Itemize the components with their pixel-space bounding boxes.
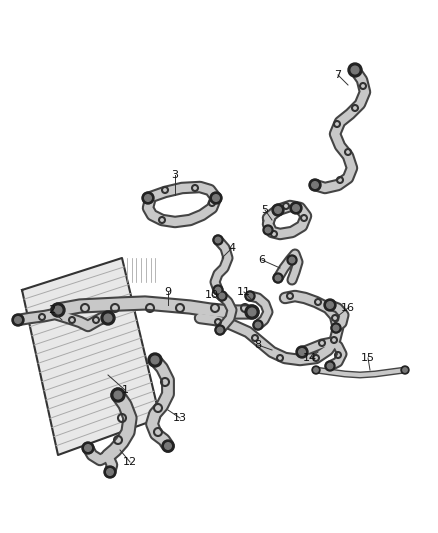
Circle shape xyxy=(104,466,116,478)
Circle shape xyxy=(314,368,318,372)
Circle shape xyxy=(331,323,341,333)
Circle shape xyxy=(299,349,305,356)
Text: 11: 11 xyxy=(237,287,251,297)
Circle shape xyxy=(101,311,115,325)
Circle shape xyxy=(293,205,299,211)
Circle shape xyxy=(275,207,281,213)
Text: 15: 15 xyxy=(361,353,375,363)
Circle shape xyxy=(162,440,174,452)
Circle shape xyxy=(327,302,333,308)
Circle shape xyxy=(148,353,162,367)
Text: 12: 12 xyxy=(123,457,137,467)
Circle shape xyxy=(107,469,113,475)
Circle shape xyxy=(312,182,318,188)
Circle shape xyxy=(265,227,271,233)
Text: 8: 8 xyxy=(254,340,261,350)
Circle shape xyxy=(351,66,359,74)
Circle shape xyxy=(275,275,281,281)
Polygon shape xyxy=(22,258,160,455)
Circle shape xyxy=(327,364,333,369)
Circle shape xyxy=(217,291,227,301)
Circle shape xyxy=(403,368,407,372)
Circle shape xyxy=(324,299,336,311)
Circle shape xyxy=(245,291,255,301)
Circle shape xyxy=(273,273,283,283)
Circle shape xyxy=(111,388,125,402)
Circle shape xyxy=(85,445,91,451)
Circle shape xyxy=(253,320,263,330)
Circle shape xyxy=(215,287,221,293)
Text: 7: 7 xyxy=(335,70,342,80)
Text: 2: 2 xyxy=(49,305,56,315)
Text: 14: 14 xyxy=(303,353,317,363)
Circle shape xyxy=(333,325,339,331)
Circle shape xyxy=(248,308,256,316)
Circle shape xyxy=(263,225,273,235)
Circle shape xyxy=(114,391,122,399)
Circle shape xyxy=(213,195,219,201)
Circle shape xyxy=(145,195,151,201)
Text: 13: 13 xyxy=(173,413,187,423)
Circle shape xyxy=(213,285,223,295)
Circle shape xyxy=(296,346,308,358)
Text: 3: 3 xyxy=(172,170,179,180)
Circle shape xyxy=(255,322,261,328)
Circle shape xyxy=(312,366,320,374)
Circle shape xyxy=(348,63,362,77)
Circle shape xyxy=(325,361,335,371)
Circle shape xyxy=(219,293,225,299)
Circle shape xyxy=(151,356,159,364)
Circle shape xyxy=(215,325,225,335)
Text: 16: 16 xyxy=(341,303,355,313)
Circle shape xyxy=(213,235,223,245)
Circle shape xyxy=(15,317,21,324)
Circle shape xyxy=(287,255,297,265)
Circle shape xyxy=(289,257,295,263)
Text: 10: 10 xyxy=(205,290,219,300)
Circle shape xyxy=(210,192,222,204)
Text: 4: 4 xyxy=(229,243,236,253)
Circle shape xyxy=(82,442,94,454)
Circle shape xyxy=(142,192,154,204)
Text: 1: 1 xyxy=(121,385,128,395)
Circle shape xyxy=(104,314,112,322)
Circle shape xyxy=(217,327,223,333)
Text: 9: 9 xyxy=(164,287,172,297)
Text: 6: 6 xyxy=(258,255,265,265)
Circle shape xyxy=(247,293,253,299)
Circle shape xyxy=(401,366,409,374)
Circle shape xyxy=(54,306,62,314)
Circle shape xyxy=(51,303,65,317)
Text: 5: 5 xyxy=(261,205,268,215)
Circle shape xyxy=(309,179,321,191)
Circle shape xyxy=(290,202,302,214)
Circle shape xyxy=(12,314,24,326)
Circle shape xyxy=(245,305,259,319)
Circle shape xyxy=(165,443,171,449)
Circle shape xyxy=(215,237,221,243)
Circle shape xyxy=(272,204,284,216)
